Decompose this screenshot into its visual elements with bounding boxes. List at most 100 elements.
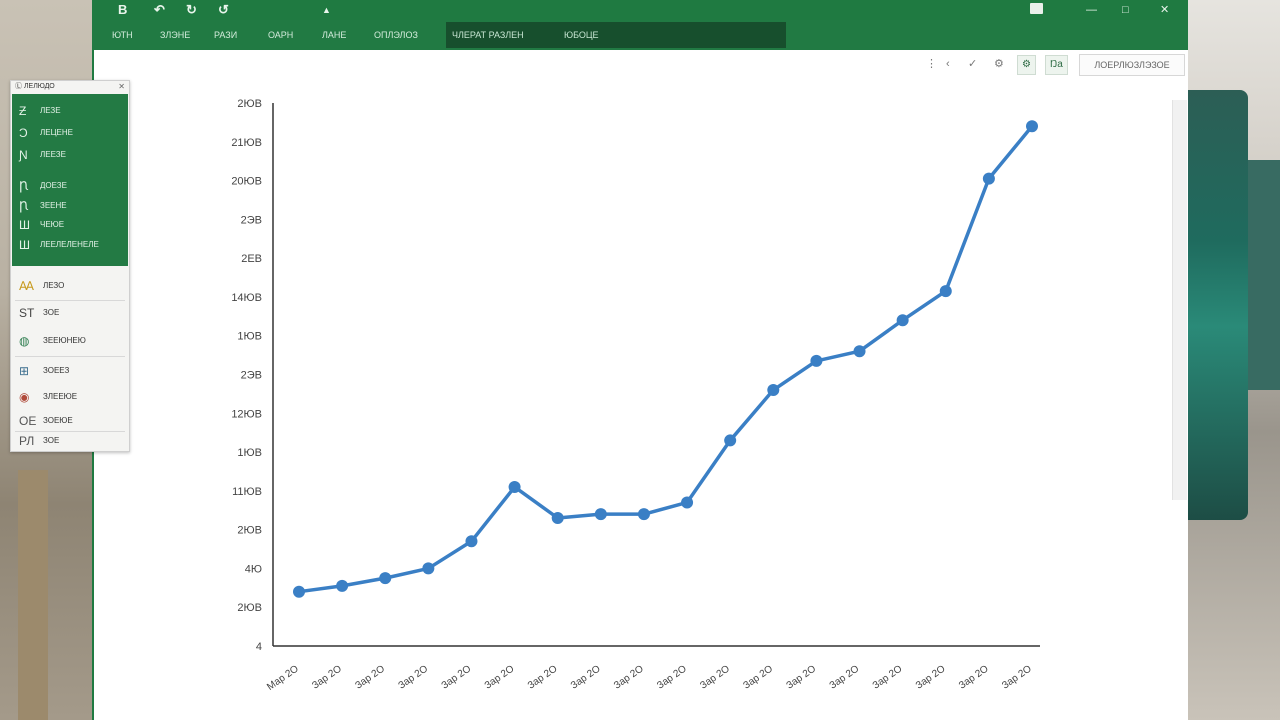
tab-4[interactable]: ОАРН [268,30,294,40]
y-tick-label: 2ЭВ [241,214,262,226]
spreadsheet-window: B ↶ ↻ ↺ ▲ — □ ✕ ЮТН ЗЛЭНЕ РАЗИ ОАРН ЛАНЕ… [92,0,1188,720]
item-label: ЛЕЕЛЕЛЕНЕЛЕ [40,240,99,249]
item-icon: Ꞃ [19,179,28,193]
more-icon[interactable]: ⋮ [926,58,937,70]
settings-icon[interactable]: ⚙ [994,58,1004,70]
x-tick-label: Зар 2О [612,663,646,691]
data-point[interactable] [594,508,607,521]
y-tick-label: 4Ю [245,563,262,575]
data-point[interactable] [637,508,650,521]
maximize-button[interactable]: □ [1122,4,1129,16]
refresh-icon[interactable]: ↺ [218,2,229,17]
y-tick-label: 20ЮВ [231,176,262,188]
data-point[interactable] [1026,120,1038,133]
check-icon[interactable]: ✓ [968,58,978,70]
x-tick-label: Зар 2О [310,663,344,691]
x-tick-label: Зар 2О [741,663,775,691]
side-item-4[interactable]: Ꞃ ДОЕЗЕ [12,176,128,196]
redo-icon[interactable]: ↻ [186,2,197,17]
series-line [298,125,1034,594]
data-point[interactable] [465,535,478,548]
y-tick-label: 2ЮВ [237,602,262,614]
item-label: ЛЕЗО [43,281,65,290]
item-icon: ⊞ [19,364,30,378]
side-item-2[interactable]: Ɔ ЛЕЦЕНЕ [12,123,128,143]
tab-3[interactable]: РАЗИ [214,30,238,40]
undo-icon[interactable]: ↶ [154,2,165,17]
data-point[interactable] [422,562,435,575]
x-tick-label: Зар 2О [569,663,603,691]
data-point[interactable] [293,585,305,598]
data-point[interactable] [767,384,780,397]
side-item-5[interactable]: Ꞃ ЗЕЕНЕ [12,196,128,216]
tab-1[interactable]: ЮТН [112,30,133,40]
data-point[interactable] [982,172,995,185]
data-point[interactable] [810,354,823,367]
item-label: ЗЛЕЕЮЕ [43,392,78,401]
item-label: ЗОЕ [43,308,60,317]
item-icon: ◍ [19,334,30,348]
customize-icon[interactable]: ▲ [322,5,331,15]
data-point[interactable] [896,314,909,327]
side-item-6[interactable]: Ш ЧЕЮЕ [12,215,128,235]
data-point[interactable] [853,345,866,358]
app-logo-icon: B [118,2,128,17]
item-icon: Ꞃ [19,199,28,213]
x-tick-label: Зар 2О [526,663,560,691]
x-tick-label: Зар 2О [1000,663,1034,691]
panel-item-1[interactable]: Ꜳ ЛЕЗО [12,274,128,298]
panel-item-4[interactable]: ⊞ ЗОЕЕЗ [12,359,128,383]
toolbar-button-2[interactable]: Ŋa [1045,55,1068,75]
side-item-3[interactable]: Ɲ ЛЕЕЗЕ [12,145,128,165]
vertical-scrollbar[interactable] [1172,100,1187,500]
x-tick-label: Зар 2О [483,663,517,691]
divider [15,431,125,432]
data-point[interactable] [508,480,521,493]
x-tick-label: Зар 2О [914,663,948,691]
background-right [1188,0,1280,720]
data-point[interactable] [336,579,349,592]
selected-ribbon-group[interactable]: ЧЛЕРАТ РАЗЛЕН ЮБОЦЕ [446,22,786,48]
y-tick-label: 21ЮВ [231,137,262,149]
toolbar-field[interactable]: ЛОЕРЛЮЗЛЭЗОЕ [1079,54,1185,76]
item-icon: РЛ [19,434,35,448]
data-point[interactable] [681,496,694,509]
panel-item-3[interactable]: ◍ ЗЕЕЮНЕЮ [12,329,128,353]
data-point[interactable] [379,572,392,585]
x-tick-label: Зар 2О [828,663,862,691]
tab-2[interactable]: ЗЛЭНЕ [160,30,191,40]
ribbon-group-label: ЧЛЕРАТ РАЗЛЕН [452,30,524,40]
y-tick-label: 12ЮВ [231,408,262,420]
x-tick-label: Зар 2О [397,663,431,691]
item-label: ЛЕЦЕНЕ [40,128,73,137]
y-tick-label: 11ЮВ [232,486,262,498]
item-icon: Ш [19,238,30,252]
tab-6[interactable]: ОПЛЭЛОЗ [374,30,418,40]
side-item-7[interactable]: Ш ЛЕЕЛЕЛЕНЕЛЕ [12,235,128,255]
close-button[interactable]: ✕ [1160,4,1170,16]
panel-item-2[interactable]: ST ЗОЕ [12,301,128,325]
item-icon: ОЕ [19,414,37,428]
side-item-1[interactable]: Ƶ ЛЕЗЕ [12,101,128,121]
minimize-button[interactable]: — [1086,4,1097,16]
back-icon[interactable]: ‹ [946,58,950,70]
data-point[interactable] [939,285,952,298]
background-monitor [1188,90,1248,520]
data-point[interactable] [724,434,737,447]
data-point[interactable] [551,512,564,525]
item-icon: Ꜳ [19,279,34,293]
y-tick-label: 2ЕВ [241,253,262,265]
item-label: ЗОЕЕЗ [43,366,70,375]
toolbar-button-1[interactable]: ⚙ [1017,55,1036,75]
panel-item-7[interactable]: РЛ ЗОЕ [12,429,128,453]
item-icon: ST [19,306,35,320]
panel-item-5[interactable]: ◉ ЗЛЕЕЮЕ [12,385,128,409]
tab-5[interactable]: ЛАНЕ [322,30,347,40]
background-panel [1248,160,1280,390]
y-tick-label: 14ЮВ [231,292,262,304]
restore-icon[interactable] [1030,3,1043,14]
close-icon[interactable]: ✕ [118,82,125,91]
item-icon: Ш [19,218,30,232]
panel-item-6[interactable]: ОЕ ЗОЕЮЕ [12,409,128,433]
